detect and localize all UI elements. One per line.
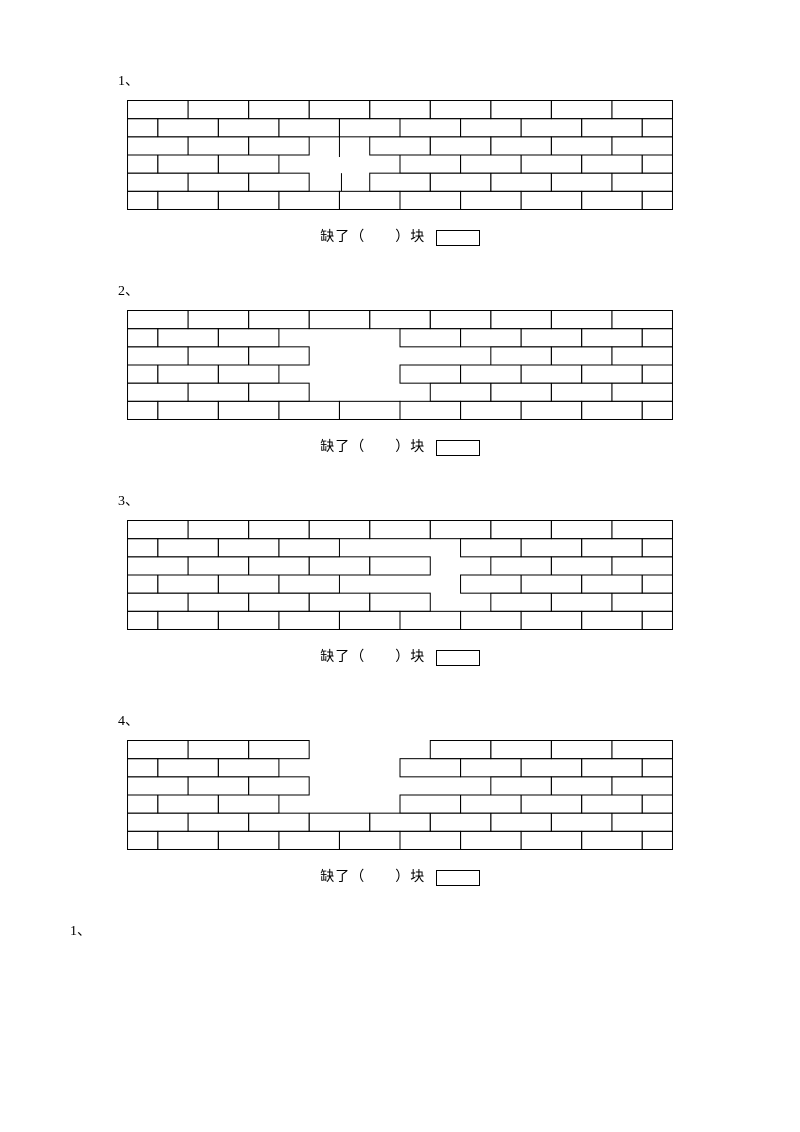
wall-4: [120, 740, 680, 850]
wall-1: [120, 100, 680, 210]
trailing-label: 1、: [70, 920, 700, 940]
wall-3: [120, 520, 680, 630]
problem-2-label: 2、: [118, 280, 700, 300]
problem-4-label: 4、: [118, 710, 700, 730]
wall-2: [120, 310, 680, 420]
caption-3-prefix: 缺了（: [320, 650, 365, 665]
problem-3-label: 3、: [118, 490, 700, 510]
problem-3: 3、 缺了（ ）块: [100, 490, 700, 666]
problem-2: 2、 缺了（ ）块: [100, 280, 700, 456]
caption-1-blank: [365, 230, 395, 245]
caption-1-prefix: 缺了（: [320, 230, 365, 245]
caption-4-blank: [365, 870, 395, 885]
brick-icon: [436, 870, 480, 886]
caption-2: 缺了（ ）块: [100, 436, 700, 456]
wall-1-svg: [120, 100, 680, 210]
caption-4-prefix: 缺了（: [320, 870, 365, 885]
caption-1: 缺了（ ）块: [100, 226, 700, 246]
worksheet-page: 1、 缺了（ ）块 2、 缺了（ ）块 3、 缺了（ ）块 4、: [0, 0, 800, 1132]
caption-3-middle: ）块: [395, 650, 425, 665]
caption-2-prefix: 缺了（: [320, 440, 365, 455]
caption-2-middle: ）块: [395, 440, 425, 455]
wall-4-svg: [120, 740, 680, 850]
caption-1-middle: ）块: [395, 230, 425, 245]
brick-icon: [436, 230, 480, 246]
brick-icon: [436, 440, 480, 456]
caption-2-blank: [365, 440, 395, 455]
caption-4-middle: ）块: [395, 870, 425, 885]
brick-icon: [436, 650, 480, 666]
caption-4: 缺了（ ）块: [100, 866, 700, 886]
problem-4: 4、 缺了（ ）块: [100, 710, 700, 886]
problem-1-label: 1、: [118, 70, 700, 90]
caption-3: 缺了（ ）块: [100, 646, 700, 666]
wall-2-svg: [120, 310, 680, 420]
wall-3-svg: [120, 520, 680, 630]
problem-1: 1、 缺了（ ）块: [100, 70, 700, 246]
caption-3-blank: [365, 650, 395, 665]
